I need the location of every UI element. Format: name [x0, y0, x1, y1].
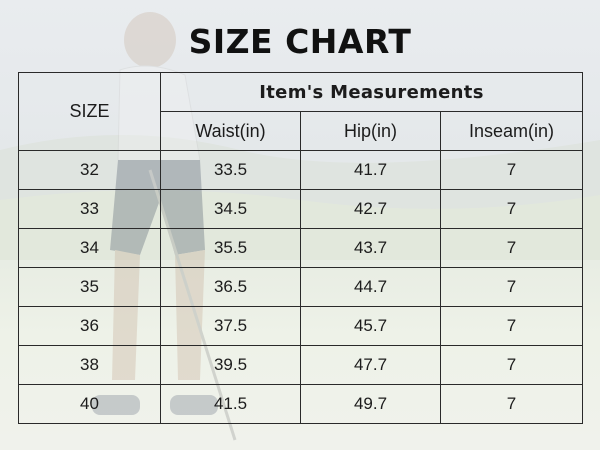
table-row: 40 41.5 49.7 7	[18, 384, 584, 424]
hip-cell: 43.7	[300, 228, 441, 268]
inseam-cell: 7	[439, 150, 584, 190]
hip-cell: 49.7	[300, 384, 441, 424]
inseam-cell: 7	[439, 345, 584, 385]
page-title: SIZE CHART	[188, 22, 412, 61]
waist-cell: 39.5	[160, 345, 301, 385]
waist-cell: 37.5	[160, 306, 301, 346]
size-cell: 38	[18, 345, 161, 385]
hip-cell: 42.7	[300, 189, 441, 229]
waist-cell: 35.5	[160, 228, 301, 268]
hip-cell: 44.7	[300, 267, 441, 307]
inseam-column-header: Inseam(in)	[439, 111, 584, 151]
table-row: 34 35.5 43.7 7	[18, 228, 584, 268]
size-chart-table: SIZE Item's Measurements Waist(in) Hip(i…	[18, 72, 584, 424]
waist-cell: 34.5	[160, 189, 301, 229]
inseam-cell: 7	[439, 267, 584, 307]
size-column-header: SIZE	[18, 72, 161, 151]
table-row: 36 37.5 45.7 7	[18, 306, 584, 346]
table-header-row: SIZE Item's Measurements	[18, 72, 584, 151]
size-cell: 32	[18, 150, 161, 190]
table-row: 38 39.5 47.7 7	[18, 345, 584, 385]
inseam-cell: 7	[439, 384, 584, 424]
table-row: 32 33.5 41.7 7	[18, 150, 584, 190]
hip-column-header: Hip(in)	[300, 111, 441, 151]
waist-cell: 41.5	[160, 384, 301, 424]
size-cell: 36	[18, 306, 161, 346]
inseam-cell: 7	[439, 228, 584, 268]
table-row: 35 36.5 44.7 7	[18, 267, 584, 307]
size-cell: 35	[18, 267, 161, 307]
size-cell: 40	[18, 384, 161, 424]
waist-column-header: Waist(in)	[160, 111, 301, 151]
table-row: 33 34.5 42.7 7	[18, 189, 584, 229]
waist-cell: 33.5	[160, 150, 301, 190]
hip-cell: 47.7	[300, 345, 441, 385]
size-cell: 34	[18, 228, 161, 268]
hip-cell: 41.7	[300, 150, 441, 190]
inseam-cell: 7	[439, 306, 584, 346]
table-subheader-row: Waist(in) Hip(in) Inseam(in)	[19, 111, 584, 151]
waist-cell: 36.5	[160, 267, 301, 307]
measurements-group-header: Item's Measurements	[159, 72, 584, 112]
hip-cell: 45.7	[300, 306, 441, 346]
inseam-cell: 7	[439, 189, 584, 229]
size-cell: 33	[18, 189, 161, 229]
